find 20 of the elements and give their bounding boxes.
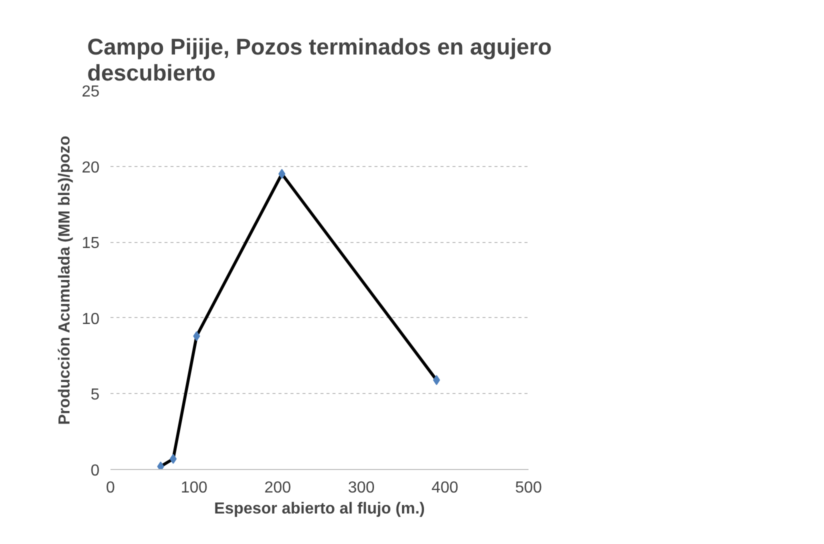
x-axis-title: Espesor abierto al flujo (m.) (214, 500, 425, 518)
point (193, 331, 200, 342)
x-tick-label: 100 (180, 480, 208, 496)
y-tick-label: 25 (82, 84, 100, 100)
x-tick-label: 0 (106, 480, 116, 496)
x-tick-label: 400 (432, 480, 458, 496)
x-tick-label: 500 (515, 480, 542, 496)
y-tick-label: 15 (82, 235, 100, 252)
x-tick-label: 200 (264, 480, 292, 496)
point (157, 461, 164, 470)
point (170, 454, 177, 464)
y-tick-label: 20 (82, 159, 100, 176)
y-tick-label: 0 (90, 462, 100, 480)
point (433, 375, 440, 386)
y-tick-label: 10 (82, 310, 100, 328)
y-axis-title: Producción Acumulada (MM bls)/pozo (56, 135, 74, 425)
y-tick-label: 5 (90, 386, 100, 404)
point (278, 168, 286, 179)
chart-title: Campo Pijije, Pozos terminados en agujero descubierto (87, 34, 552, 86)
x-tick-label: 300 (348, 480, 375, 496)
